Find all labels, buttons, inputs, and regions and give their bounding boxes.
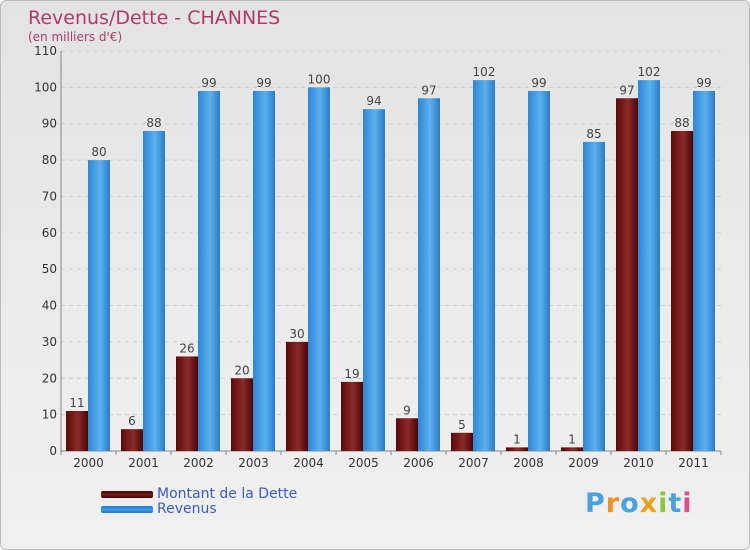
bar-revenus [473, 80, 495, 451]
logo-letter: i [658, 488, 669, 519]
x-tick-label: 2011 [678, 456, 709, 470]
y-tick-label: 0 [49, 444, 57, 458]
data-label-debt: 9 [403, 403, 411, 417]
data-label-revenus: 94 [366, 94, 381, 108]
bar-debt [616, 98, 638, 451]
bar-debt [341, 381, 363, 451]
x-tick-label: 2010 [623, 456, 654, 470]
chart-subtitle: (en milliers d'€) [28, 30, 123, 44]
bar-debt [231, 378, 253, 451]
x-tick-label: 2002 [183, 456, 214, 470]
data-label-debt: 1 [513, 432, 521, 446]
bar-debt [396, 418, 418, 451]
bar-revenus [638, 80, 660, 451]
y-tick-label: 70 [42, 189, 57, 203]
logo-letter: i [682, 488, 693, 519]
legend-swatch-dette [101, 491, 153, 498]
bar-debt [176, 356, 198, 451]
bar-debt [66, 411, 88, 451]
y-tick-label: 40 [42, 299, 57, 313]
proxiti-logo: Proxiti [585, 488, 693, 519]
bar-revenus [198, 91, 220, 451]
logo-letter: x [639, 488, 659, 519]
legend-label-revenus: Revenus [157, 501, 217, 517]
data-label-debt: 30 [289, 327, 304, 341]
data-label-revenus: 100 [308, 72, 331, 86]
bar-revenus [253, 91, 275, 451]
y-tick-label: 110 [34, 44, 57, 58]
x-tick-label: 2008 [513, 456, 544, 470]
y-tick-label: 30 [42, 335, 57, 349]
data-label-revenus: 102 [638, 65, 661, 79]
legend-item-revenus: Revenus [101, 502, 297, 517]
y-tick-label: 100 [34, 80, 57, 94]
legend-item-dette: Montant de la Dette [101, 487, 297, 502]
bar-debt [671, 131, 693, 451]
y-tick-label: 20 [42, 371, 57, 385]
bar-revenus [88, 160, 110, 451]
logo-letter: o [620, 488, 640, 519]
legend-label-dette: Montant de la Dette [157, 486, 298, 502]
data-label-revenus: 99 [201, 76, 216, 90]
data-label-debt: 97 [619, 83, 634, 97]
y-tick-label: 90 [42, 117, 57, 131]
y-tick-label: 10 [42, 408, 57, 422]
bar-debt [506, 447, 528, 451]
data-label-debt: 19 [344, 367, 359, 381]
data-label-debt: 1 [568, 432, 576, 446]
x-tick-label: 2009 [568, 456, 599, 470]
legend: Montant de la Dette Revenus [101, 487, 297, 517]
bar-debt [121, 429, 143, 451]
x-tick-label: 2007 [458, 456, 489, 470]
bar-revenus [528, 91, 550, 451]
data-label-revenus: 80 [91, 145, 106, 159]
y-tick-label: 50 [42, 262, 57, 276]
data-label-revenus: 97 [421, 83, 436, 97]
x-tick-label: 2000 [73, 456, 104, 470]
logo-letter: t [668, 488, 683, 519]
bar-debt [286, 341, 308, 451]
data-label-debt: 20 [234, 363, 249, 377]
data-label-revenus: 88 [146, 116, 161, 130]
legend-swatch-revenus [101, 506, 153, 513]
data-label-revenus: 102 [473, 65, 496, 79]
bar-revenus [583, 141, 605, 451]
data-label-revenus: 85 [586, 127, 601, 141]
data-label-debt: 6 [128, 414, 136, 428]
bar-revenus [693, 91, 715, 451]
data-label-debt: 5 [458, 418, 466, 432]
bar-revenus [418, 98, 440, 451]
x-tick-label: 2006 [403, 456, 434, 470]
data-label-revenus: 99 [531, 76, 546, 90]
data-label-revenus: 99 [256, 76, 271, 90]
x-tick-label: 2001 [128, 456, 159, 470]
data-label-debt: 26 [179, 341, 194, 355]
logo-letter: r [605, 488, 621, 519]
x-tick-label: 2005 [348, 456, 379, 470]
bar-revenus [363, 109, 385, 451]
bar-revenus [143, 131, 165, 451]
x-tick-label: 2003 [238, 456, 269, 470]
data-label-debt: 11 [69, 396, 84, 410]
y-tick-label: 80 [42, 153, 57, 167]
y-tick-label: 60 [42, 226, 57, 240]
logo-letter: P [585, 488, 606, 519]
bar-debt [561, 447, 583, 451]
data-label-debt: 88 [674, 116, 689, 130]
bar-debt [451, 432, 473, 451]
data-label-revenus: 99 [696, 76, 711, 90]
x-tick-label: 2004 [293, 456, 324, 470]
bar-revenus [308, 87, 330, 451]
chart-title: Revenus/Dette - CHANNES [28, 7, 281, 29]
